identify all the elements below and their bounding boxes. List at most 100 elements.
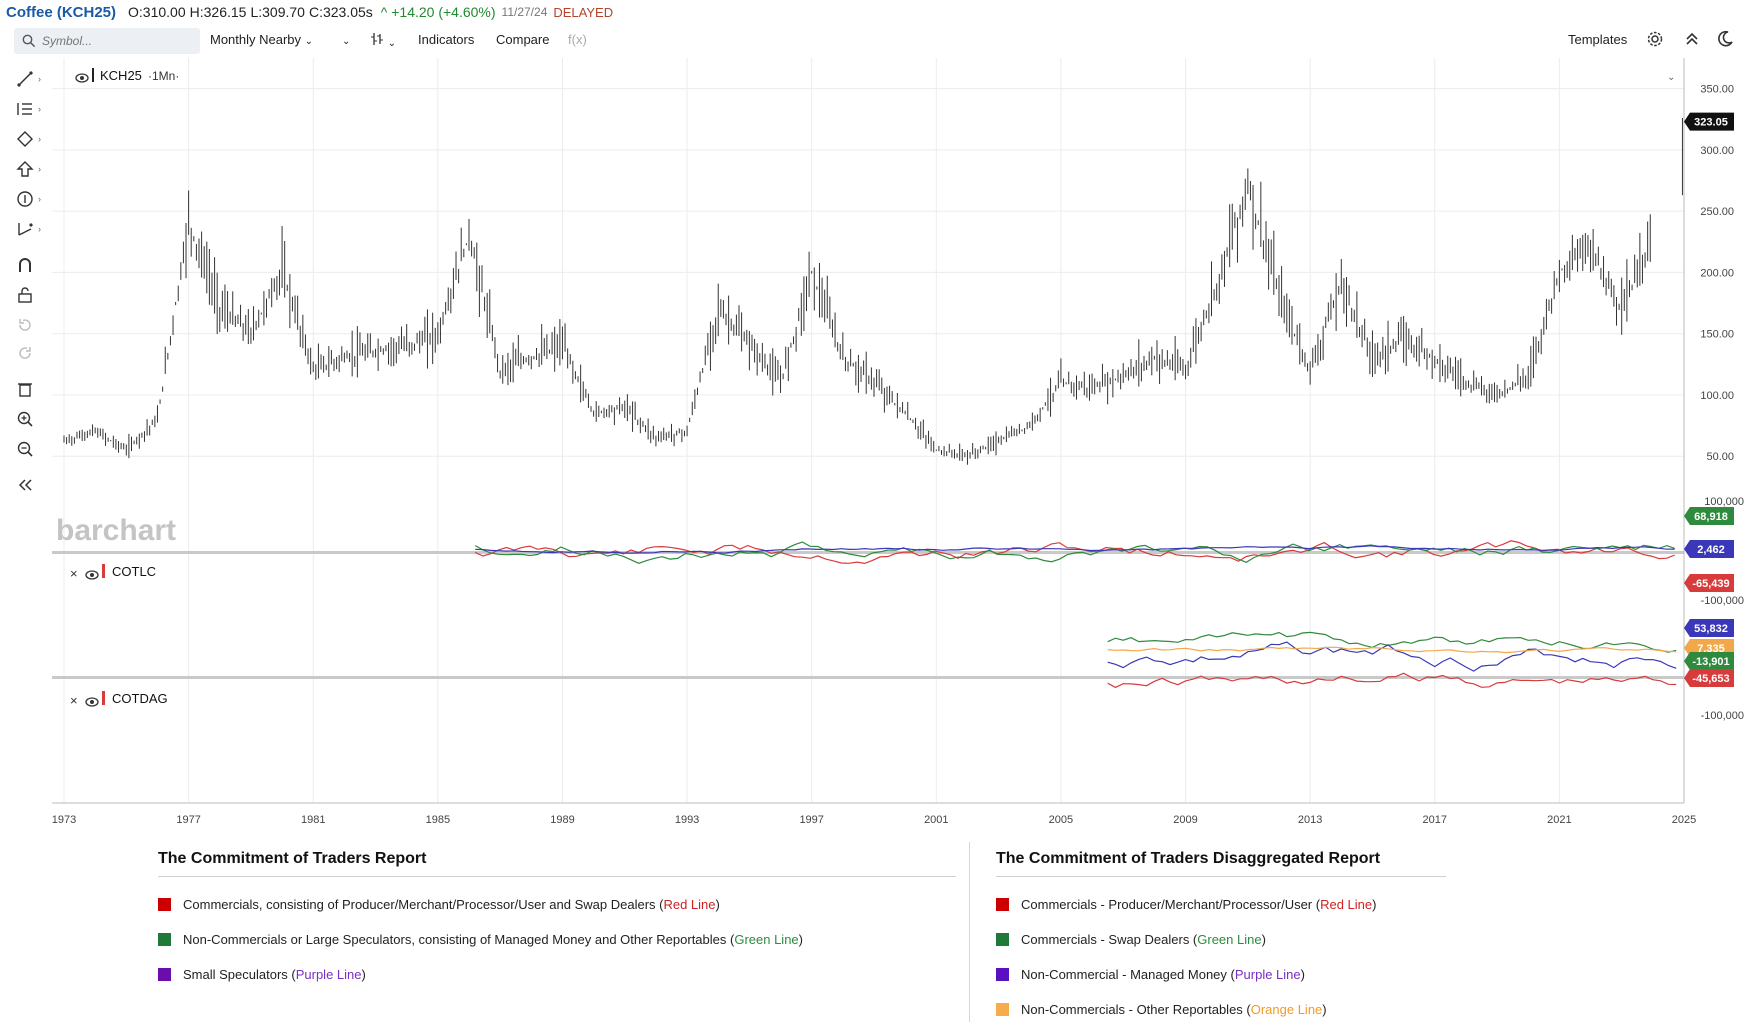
series-color-swatch bbox=[102, 564, 105, 578]
delayed-badge: DELAYED bbox=[553, 4, 614, 20]
y-tick-label: 250.00 bbox=[1700, 206, 1734, 218]
badge-label: 68,918 bbox=[1694, 511, 1728, 523]
price-bars bbox=[63, 117, 1683, 465]
noncommercials-line bbox=[474, 541, 1675, 564]
legend-item: Non-Commercial - Managed Money (Purple L… bbox=[996, 957, 1446, 992]
measure-tool[interactable]: › bbox=[16, 218, 42, 240]
x-tick-label: 1997 bbox=[799, 814, 823, 826]
disagg-legend-title: The Commitment of Traders Disaggregated … bbox=[996, 850, 1446, 877]
numbered-circle-icon bbox=[17, 191, 33, 207]
annotation-tool[interactable]: › bbox=[16, 188, 42, 210]
undo-button[interactable] bbox=[16, 314, 42, 336]
function-button[interactable]: f(x) bbox=[568, 32, 587, 47]
value-badges: 323.0568,9182,462-65,43953,8327,335-13,9… bbox=[1684, 112, 1734, 687]
y-tick-label: 100,000 bbox=[1704, 496, 1744, 508]
close-value: C:323.05s bbox=[308, 4, 373, 20]
badge-label: 53,832 bbox=[1694, 623, 1728, 635]
legend-item: Commercials - Producer/Merchant/Processo… bbox=[996, 887, 1446, 922]
legend-swatch bbox=[996, 1003, 1009, 1016]
eye-icon[interactable] bbox=[85, 570, 99, 580]
x-tick-label: 2025 bbox=[1672, 814, 1696, 826]
legend-text: Commercials - Swap Dealers ( bbox=[1021, 932, 1198, 947]
period-label: Monthly Nearby bbox=[210, 32, 302, 47]
chevron-down-icon: ⌄ bbox=[342, 36, 351, 47]
legend-color-word: Red Line bbox=[663, 897, 716, 912]
cot-legend-title: The Commitment of Traders Report bbox=[158, 850, 956, 877]
bar-style-dropdown[interactable]: ⌄ bbox=[370, 32, 396, 49]
indicators-button[interactable]: Indicators bbox=[418, 32, 475, 47]
x-tick-label: 2021 bbox=[1547, 814, 1571, 826]
templates-button[interactable]: Templates bbox=[1568, 32, 1628, 47]
badge-label: -45,653 bbox=[1692, 673, 1729, 685]
legend-color-word: Purple Line bbox=[1234, 967, 1301, 982]
close-icon[interactable]: × bbox=[70, 693, 78, 708]
theme-toggle[interactable] bbox=[1716, 30, 1734, 51]
legend-item: Small Speculators (Purple Line) bbox=[158, 957, 956, 992]
disagg-lines bbox=[1107, 631, 1677, 689]
x-tick-label: 1981 bbox=[301, 814, 325, 826]
legend-close-paren: ) bbox=[715, 897, 720, 912]
zoom-out-button[interactable] bbox=[16, 438, 42, 460]
fibonacci-tool[interactable]: › bbox=[16, 98, 42, 120]
x-tick-label: 1989 bbox=[550, 814, 574, 826]
settings-button[interactable] bbox=[1646, 30, 1664, 51]
chevron-down-icon[interactable]: ⌄ bbox=[1667, 72, 1675, 83]
lock-tool[interactable] bbox=[16, 284, 42, 306]
instrument-title[interactable]: Coffee (KCH25) bbox=[6, 3, 117, 21]
collapse-button[interactable] bbox=[1684, 30, 1700, 51]
delete-drawings-button[interactable] bbox=[16, 378, 42, 400]
main-pane-header: KCH25 ·1Mn· ⌄ bbox=[75, 68, 1675, 83]
legend-divider bbox=[969, 842, 970, 1022]
series-color-swatch bbox=[102, 691, 105, 705]
legend-text: Commercials, consisting of Producer/Merc… bbox=[183, 897, 664, 912]
quote-bar: Coffee (KCH25) O:310.00 H:326.15 L:309.7… bbox=[0, 0, 1754, 24]
legend-color-word: Red Line bbox=[1320, 897, 1373, 912]
shapes-tool[interactable]: › bbox=[16, 128, 42, 150]
magnet-tool[interactable] bbox=[16, 254, 42, 276]
pane-divider[interactable] bbox=[52, 551, 1684, 554]
gear-icon bbox=[1647, 31, 1663, 47]
symbol-input[interactable] bbox=[42, 34, 192, 48]
zoom-in-button[interactable] bbox=[16, 408, 42, 430]
cot-lines bbox=[474, 540, 1675, 565]
close-icon[interactable]: × bbox=[70, 566, 78, 581]
legend-swatch bbox=[996, 898, 1009, 911]
barchart-watermark: barchart bbox=[56, 514, 176, 547]
legend-text: Small Speculators ( bbox=[183, 967, 296, 982]
badge-label: -13,901 bbox=[1692, 656, 1729, 668]
badge-label: 2,462 bbox=[1697, 544, 1725, 556]
legend-color-word: Green Line bbox=[734, 932, 799, 947]
badge-label: 323.05 bbox=[1694, 117, 1728, 129]
double-chevron-left-icon bbox=[18, 479, 32, 491]
collapse-toolbar-button[interactable] bbox=[16, 474, 42, 496]
cot-badge: 68,918 bbox=[1684, 507, 1734, 525]
legend-color-word: Orange Line bbox=[1250, 1002, 1323, 1017]
disagg-badge: 53,832 bbox=[1684, 619, 1734, 637]
trendline-icon bbox=[17, 71, 33, 87]
cot-badge: 2,462 bbox=[1684, 540, 1734, 558]
price-chart[interactable]: KCH25 ·1Mn· ⌄ barchart 350.00 300.00 250.0… bbox=[0, 58, 1754, 848]
x-tick-label: 2005 bbox=[1049, 814, 1073, 826]
eye-icon[interactable] bbox=[85, 697, 99, 707]
legend-close-paren: ) bbox=[1372, 897, 1377, 912]
pane-divider[interactable] bbox=[52, 676, 1684, 679]
trash-icon bbox=[18, 383, 32, 397]
moon-icon bbox=[1718, 30, 1733, 47]
arrow-tool[interactable]: › bbox=[16, 158, 42, 180]
redo-button[interactable] bbox=[16, 342, 42, 364]
period-dropdown[interactable]: Monthly Nearby ⌄ bbox=[210, 32, 313, 47]
other-reportables-line bbox=[1107, 646, 1677, 654]
quote-date: 11/27/24 bbox=[501, 5, 548, 19]
x-tick-label: 1985 bbox=[426, 814, 450, 826]
y-tick-label: 50.00 bbox=[1706, 451, 1734, 463]
symbol-search[interactable] bbox=[14, 28, 200, 54]
cot-pane-header: × COTLC bbox=[70, 564, 156, 581]
producer-line bbox=[1107, 672, 1677, 689]
chevron-down-icon: ⌄ bbox=[304, 36, 314, 47]
eye-icon[interactable] bbox=[75, 73, 89, 83]
compare-button[interactable]: Compare bbox=[496, 32, 550, 47]
y-tick-label: -100,000 bbox=[1701, 595, 1744, 607]
chart-type-dropdown[interactable]: ⌄ bbox=[342, 32, 350, 47]
trendline-tool[interactable]: › bbox=[16, 68, 42, 90]
magnet-icon bbox=[19, 258, 31, 272]
